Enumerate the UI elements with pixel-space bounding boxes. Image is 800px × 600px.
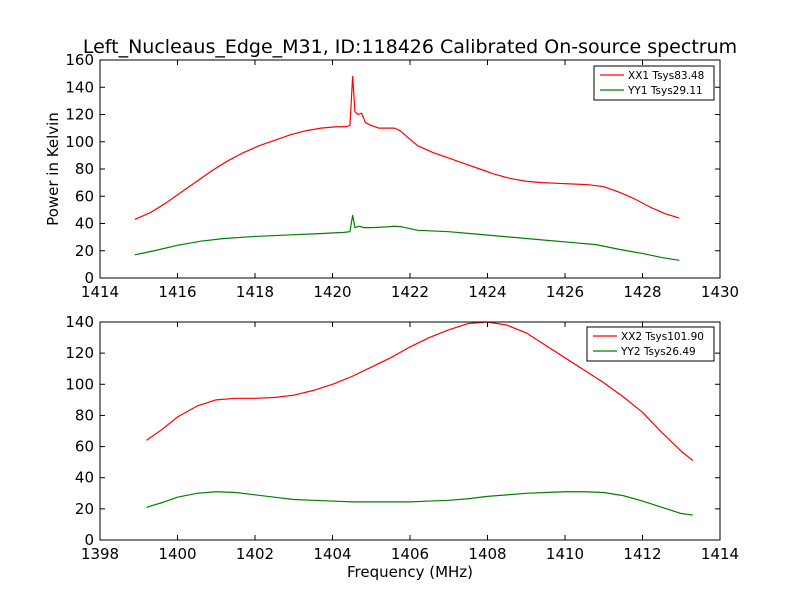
legend-label: XX1 Tsys83.48 — [628, 70, 704, 82]
x-tick-label: 1404 — [313, 545, 351, 563]
chart-panel-top: 1414 1416 1418 1420 1422 1424 1426 1428 1430 0 20 4… — [44, 36, 739, 301]
x-tick-label: 1422 — [391, 283, 429, 301]
y-tick-label: 20 — [75, 500, 94, 518]
y-tick-label: 140 — [65, 78, 94, 96]
y-tick-label: 0 — [84, 531, 94, 549]
series-line-xx — [146, 321, 694, 462]
y-tick-label: 160 — [65, 51, 94, 69]
legend-label: YY1 Tsys29.11 — [627, 85, 703, 97]
x-tick-label: 1426 — [546, 283, 584, 301]
x-tick-label: 1402 — [236, 545, 274, 563]
y-tick-label: 40 — [75, 469, 94, 487]
y-tick-label: 80 — [75, 406, 94, 424]
legend-box — [593, 65, 715, 101]
x-tick-label: 1424 — [468, 283, 506, 301]
y-tick-label: 80 — [75, 160, 94, 178]
y-tick-label: 120 — [65, 106, 94, 124]
x-tick-label: 1420 — [313, 283, 351, 301]
y-tick-label: 100 — [65, 375, 94, 393]
legend: XX1 Tsys83.48 YY1 Tsys29.11 — [593, 65, 715, 101]
legend-label: XX2 Tsys101.90 — [621, 331, 704, 343]
y-tick-label: 60 — [75, 438, 94, 456]
x-tick-label: 1398 — [81, 545, 119, 563]
chart-title: Left_Nucleaus_Edge_M31, ID:118426 Calibr… — [83, 36, 737, 58]
x-tick-label: 1410 — [546, 545, 584, 563]
y-tick-label: 140 — [65, 313, 94, 331]
legend: XX2 Tsys101.90 YY2 Tsys26.49 — [586, 326, 715, 362]
x-axis-label: Frequency (MHz) — [347, 563, 473, 581]
y-tick-label: 120 — [65, 344, 94, 362]
x-tick-label: 1408 — [468, 545, 506, 563]
series-line-xx — [134, 75, 680, 220]
x-tick-label: 1414 — [81, 283, 119, 301]
series-line-yy — [134, 214, 680, 261]
x-tick-label: 1414 — [701, 545, 739, 563]
y-tick-label: 20 — [75, 242, 94, 260]
x-tick-label: 1418 — [236, 283, 274, 301]
chart-panel-bottom: 1398 1400 1402 1404 1406 1408 1410 1412 1414 0 20 4… — [65, 313, 739, 581]
y-tick-label: 60 — [75, 187, 94, 205]
x-tick-label: 1412 — [623, 545, 661, 563]
y-tick-label: 0 — [84, 269, 94, 287]
legend-label: YY2 Tsys26.49 — [620, 346, 696, 358]
series-line-yy — [146, 491, 693, 516]
x-tick-label: 1406 — [391, 545, 429, 563]
x-tick-label: 1428 — [623, 283, 661, 301]
y-tick-label: 40 — [75, 215, 94, 233]
legend-box — [586, 326, 715, 362]
y-tick-label: 100 — [65, 133, 94, 151]
x-tick-label: 1416 — [158, 283, 196, 301]
x-tick-label: 1430 — [701, 283, 739, 301]
x-tick-label: 1400 — [158, 545, 196, 563]
y-axis-label: Power in Kelvin — [44, 112, 62, 226]
